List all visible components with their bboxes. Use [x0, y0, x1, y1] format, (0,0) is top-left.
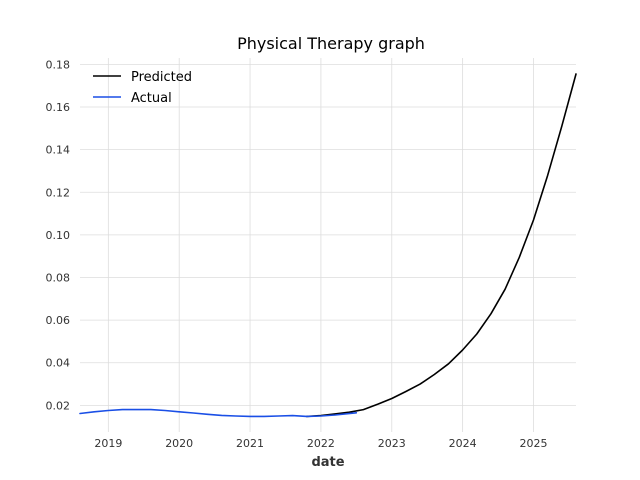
y-tick-label: 0.14 — [46, 144, 71, 157]
chart-title: Physical Therapy graph — [237, 34, 425, 53]
x-tick-label: 2019 — [94, 437, 122, 450]
legend-label-actual: Actual — [131, 91, 172, 106]
y-axis: 0.02 0.04 0.06 0.08 0.10 0.12 0.14 0.16 0.18 — [46, 58, 71, 412]
y-tick-label: 0.04 — [46, 357, 71, 370]
legend-label-predicted: Predicted — [131, 70, 192, 85]
grid — [80, 58, 576, 432]
x-tick-label: 2025 — [519, 437, 547, 450]
y-tick-label: 0.02 — [46, 399, 71, 412]
series-line-actual — [79, 408, 358, 418]
y-tick-label: 0.06 — [46, 314, 71, 327]
x-axis-label: date — [311, 455, 344, 470]
y-tick-label: 0.16 — [46, 101, 71, 114]
x-axis: 2019 2020 2021 2022 2023 2024 2025 — [94, 437, 547, 450]
x-tick-label: 2023 — [378, 437, 406, 450]
x-tick-label: 2020 — [165, 437, 193, 450]
y-tick-label: 0.18 — [46, 58, 71, 71]
x-tick-label: 2024 — [449, 437, 477, 450]
x-tick-label: 2022 — [307, 437, 335, 450]
y-tick-label: 0.12 — [46, 186, 71, 199]
legend: Predicted Actual — [93, 70, 192, 106]
y-tick-label: 0.10 — [46, 229, 71, 242]
y-tick-label: 0.08 — [46, 271, 71, 284]
x-tick-label: 2021 — [236, 437, 264, 450]
series-line-predicted — [305, 73, 577, 418]
series-layer — [79, 73, 577, 418]
